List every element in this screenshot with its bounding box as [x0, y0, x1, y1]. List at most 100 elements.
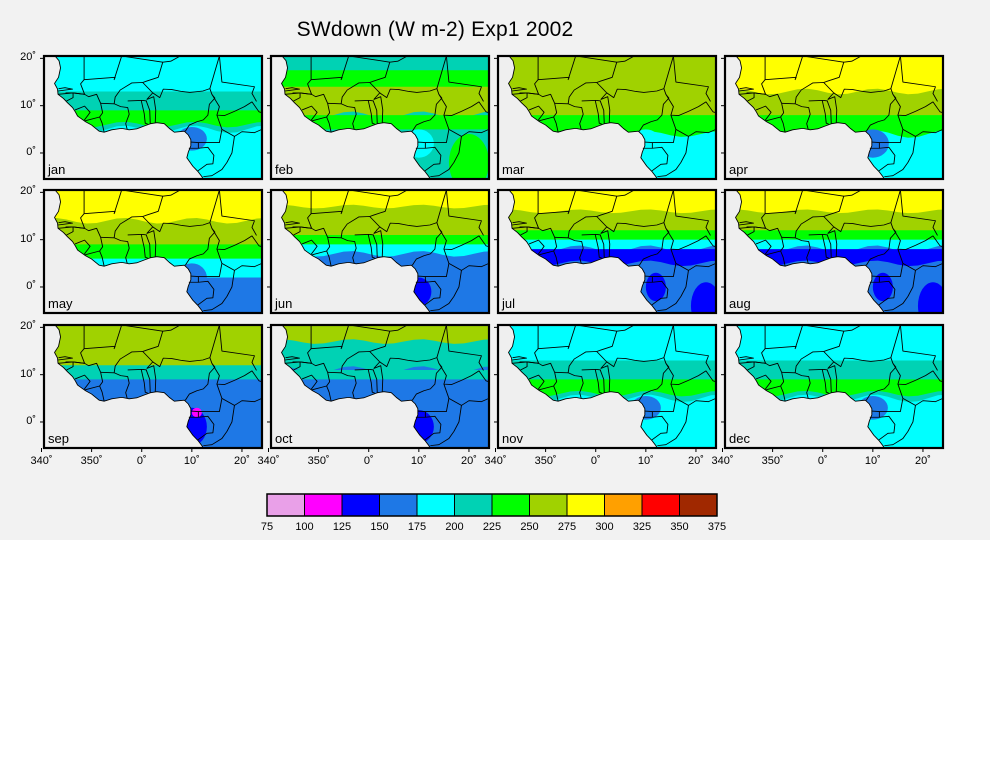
- map-panel-nov: nov: [494, 323, 718, 452]
- lon-tick-label: 350˚: [307, 455, 330, 467]
- colorbar-level-label: 300: [595, 521, 614, 533]
- lon-tick-label: 340˚: [257, 455, 280, 467]
- tick-marks: [494, 191, 498, 288]
- colorbar-level-label: 200: [445, 521, 464, 533]
- country-borders: [281, 190, 489, 313]
- colorbar-level-label: 375: [707, 521, 727, 533]
- tick-marks: [267, 191, 271, 288]
- panel-month-label: nov: [502, 431, 523, 446]
- colorbar-level-label: 350: [670, 521, 689, 533]
- panel-month-label: dec: [729, 431, 750, 446]
- map-panel-feb: feb: [267, 54, 491, 181]
- panel-month-label: jul: [501, 296, 515, 311]
- colorbar-swatch: [416, 493, 455, 517]
- panel-month-label: jun: [274, 296, 292, 311]
- tick-marks: [40, 326, 243, 452]
- panel-frame: [496, 323, 718, 450]
- lon-tick-label: 20˚: [915, 455, 931, 467]
- lon-tick-label: 0˚: [363, 455, 374, 467]
- tick-marks: [494, 326, 697, 452]
- tick-marks: [267, 57, 271, 154]
- tick-marks: [40, 57, 44, 154]
- colorbar-level-label: 275: [557, 521, 577, 533]
- country-borders: [281, 325, 489, 448]
- colorbar-swatch: [604, 493, 643, 517]
- lon-tick-label: 10˚: [637, 455, 654, 467]
- panel-frame: [269, 188, 491, 315]
- tick-marks: [721, 57, 725, 154]
- colorbar-level-label: 125: [332, 521, 352, 533]
- lon-tick-label: 340˚: [711, 455, 734, 467]
- lon-tick-label: 0˚: [136, 455, 147, 467]
- lat-tick-label: 0˚: [26, 414, 36, 427]
- lat-tick-label: 10˚: [20, 98, 36, 111]
- country-borders: [508, 56, 716, 179]
- panel-frame: [269, 54, 491, 181]
- lat-tick-label: 0˚: [26, 145, 36, 158]
- map-panel-jun: jun: [267, 188, 491, 315]
- tick-marks: [721, 191, 725, 288]
- panel-frame: [42, 323, 264, 450]
- map-panel-dec: dec: [721, 323, 945, 452]
- map-panel-may: may: [40, 188, 264, 315]
- colorbar-level-label: 150: [370, 521, 389, 533]
- colorbar-swatch: [341, 493, 380, 517]
- country-borders: [54, 56, 262, 179]
- panel-month-label: sep: [48, 431, 69, 446]
- colorbar-swatch: [266, 493, 305, 517]
- lat-tick-label: 20˚: [20, 320, 36, 333]
- colorbar-level-label: 325: [632, 521, 652, 533]
- country-borders: [735, 325, 943, 448]
- panel-frame: [496, 188, 718, 315]
- panel-frame: [723, 188, 945, 315]
- lon-tick-label: 20˚: [461, 455, 477, 467]
- country-borders: [54, 325, 262, 448]
- colorbar-swatch: [454, 493, 493, 517]
- lat-tick-label: 10˚: [20, 367, 36, 380]
- country-borders: [508, 325, 716, 448]
- country-borders: [508, 190, 716, 313]
- lon-tick-label: 10˚: [410, 455, 427, 467]
- map-panel-sep: sep: [40, 323, 264, 452]
- tick-marks: [40, 191, 44, 288]
- colorbar-swatch: [379, 493, 418, 517]
- colorbar-level-label: 175: [407, 521, 427, 533]
- lat-tick-label: 10˚: [20, 232, 36, 245]
- colorbar-swatch: [641, 493, 680, 517]
- panel-frame: [42, 188, 264, 315]
- lon-tick-label: 20˚: [234, 455, 250, 467]
- panel-month-label: may: [48, 296, 73, 311]
- panel-month-label: aug: [729, 296, 751, 311]
- panel-frame: [269, 323, 491, 450]
- country-borders: [735, 56, 943, 179]
- panel-frame: [723, 54, 945, 181]
- tick-marks: [721, 326, 924, 452]
- colorbar-swatch: [679, 493, 718, 517]
- map-panel-oct: oct: [267, 323, 491, 452]
- lon-tick-label: 350˚: [80, 455, 103, 467]
- lon-tick-label: 350˚: [761, 455, 784, 467]
- country-borders: [54, 190, 262, 313]
- map-panel-mar: mar: [494, 54, 718, 181]
- panel-frame: [496, 54, 718, 181]
- country-borders: [735, 190, 943, 313]
- lat-tick-label: 0˚: [26, 279, 36, 292]
- colorbar-frame: [266, 493, 718, 517]
- tick-marks: [494, 57, 498, 154]
- panel-frame: [42, 54, 264, 181]
- panel-month-label: jan: [47, 162, 65, 177]
- lon-tick-label: 10˚: [864, 455, 881, 467]
- colorbar-swatch: [566, 493, 605, 517]
- lat-tick-label: 20˚: [20, 51, 36, 64]
- panel-frame: [723, 323, 945, 450]
- map-panel-aug: aug: [721, 188, 945, 315]
- map-panel-apr: apr: [721, 54, 945, 181]
- figure-title: SWdown (W m-2) Exp1 2002: [296, 18, 574, 41]
- colorbar-level-label: 225: [482, 521, 502, 533]
- tick-marks: [267, 326, 470, 452]
- lat-tick-label: 20˚: [20, 185, 36, 198]
- lon-tick-label: 0˚: [590, 455, 601, 467]
- colorbar-swatch: [491, 493, 530, 517]
- lon-tick-label: 0˚: [817, 455, 828, 467]
- map-panel-jan: jan: [40, 54, 264, 181]
